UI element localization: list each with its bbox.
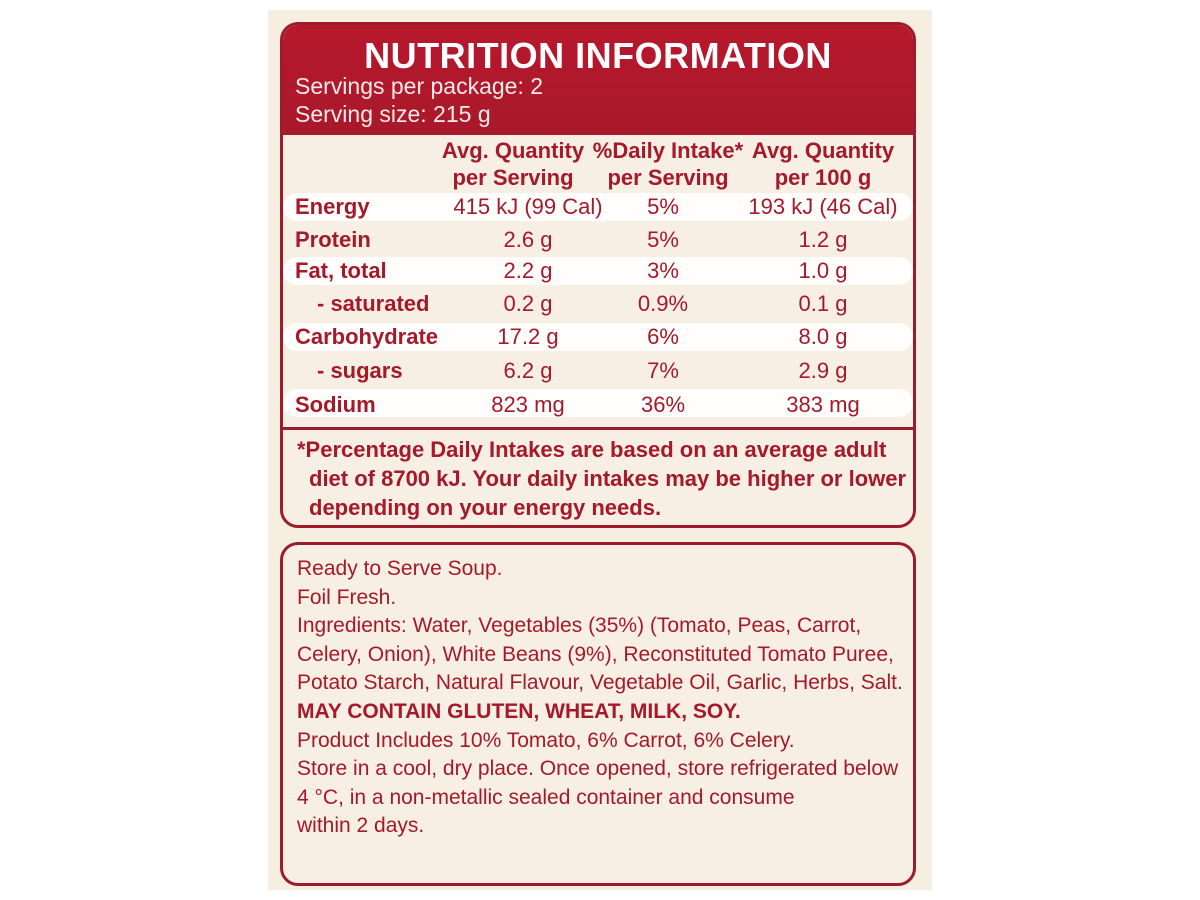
- per-serving-value: 415 kJ (99 Cal): [453, 194, 603, 219]
- packaging-note: Foil Fresh.: [297, 585, 397, 609]
- per-serving-value: 17.2 g: [497, 324, 559, 349]
- ingredients-panel: Ready to Serve Soup. Foil Fresh. Ingredi…: [280, 542, 916, 886]
- table-row: Carbohydrate 17.2 g 6% 8.0 g: [283, 321, 913, 353]
- ingredients-text: Ready to Serve Soup. Foil Fresh. Ingredi…: [297, 555, 907, 841]
- ingredients-line: Ingredients: Water, Vegetables (35%) (To…: [297, 614, 862, 638]
- storage-line: within 2 days.: [297, 814, 425, 838]
- ingredients-line: Potato Starch, Natural Flavour, Vegetabl…: [297, 671, 903, 695]
- nutrition-title: NUTRITION INFORMATION: [364, 35, 832, 76]
- per-serving-value: 823 mg: [491, 392, 565, 417]
- nutrient-name: Energy: [295, 194, 370, 219]
- ingredients-line: Celery, Onion), White Beans (9%), Recons…: [297, 642, 894, 666]
- serving-size: Serving size: 215 g: [295, 101, 491, 127]
- per-100g-value: 1.0 g: [798, 258, 848, 283]
- nutrient-name: - sugars: [317, 358, 403, 383]
- nutrient-name: Fat, total: [295, 258, 387, 283]
- nutrient-name: Protein: [295, 227, 371, 252]
- allergen-warning: MAY CONTAIN GLUTEN, WHEAT, MILK, SOY.: [297, 699, 741, 723]
- nutrient-name: Carbohydrate: [295, 324, 439, 349]
- nutrition-header: NUTRITION INFORMATION Servings per packa…: [283, 25, 913, 135]
- column-header-per-100g: Avg. Quantity per 100 g: [751, 138, 895, 190]
- daily-intake-value: 0.9%: [637, 291, 689, 316]
- daily-intake-value: 6%: [647, 324, 679, 349]
- per-100g-value: 383 mg: [786, 392, 860, 417]
- row-band: [283, 389, 913, 417]
- daily-intake-value: 5%: [647, 227, 679, 252]
- row-band: [283, 257, 913, 285]
- daily-intake-value: 5%: [647, 194, 679, 219]
- product-type: Ready to Serve Soup.: [297, 557, 503, 580]
- table-row: - saturated 0.2 g 0.9% 0.1 g: [283, 288, 913, 320]
- daily-intake-value: 7%: [647, 358, 679, 383]
- per-serving-value: 2.2 g: [503, 258, 553, 283]
- storage-line: Store in a cool, dry place. Once opened,…: [297, 757, 899, 781]
- daily-intake-footnote: *Percentage Daily Intakes are based on a…: [297, 437, 907, 520]
- per-100g-value: 2.9 g: [798, 358, 848, 383]
- nutrition-panel: NUTRITION INFORMATION Servings per packa…: [280, 22, 916, 528]
- table-row: - sugars 6.2 g 7% 2.9 g: [283, 355, 913, 387]
- per-100g-value: 1.2 g: [798, 227, 848, 252]
- table-row: Sodium 823 mg 36% 383 mg: [283, 389, 913, 421]
- per-100g-value: 193 kJ (46 Cal): [748, 194, 898, 219]
- column-header-daily-intake: %Daily Intake* per Serving: [592, 138, 744, 190]
- table-row: Fat, total 2.2 g 3% 1.0 g: [283, 255, 913, 287]
- table-row: Energy 415 kJ (99 Cal) 5% 193 kJ (46 Cal…: [283, 191, 913, 223]
- daily-intake-value: 36%: [640, 392, 686, 417]
- nutrient-name: - saturated: [317, 291, 430, 316]
- storage-line: 4 °C, in a non-metallic sealed container…: [297, 785, 795, 809]
- table-divider: [283, 427, 913, 430]
- row-band: [283, 323, 913, 351]
- product-includes: Product Includes 10% Tomato, 6% Carrot, …: [297, 728, 795, 752]
- daily-intake-value: 3%: [647, 258, 679, 283]
- per-serving-value: 6.2 g: [503, 358, 553, 383]
- table-row: Protein 2.6 g 5% 1.2 g: [283, 224, 913, 256]
- per-serving-value: 2.6 g: [503, 227, 553, 252]
- per-serving-value: 0.2 g: [503, 291, 553, 316]
- per-100g-value: 8.0 g: [798, 324, 848, 349]
- nutrient-name: Sodium: [295, 392, 376, 417]
- row-band: [283, 193, 913, 221]
- per-100g-value: 0.1 g: [798, 291, 848, 316]
- column-header-per-serving: Avg. Quantity per Serving: [441, 138, 585, 190]
- servings-per-package: Servings per package: 2: [295, 73, 544, 99]
